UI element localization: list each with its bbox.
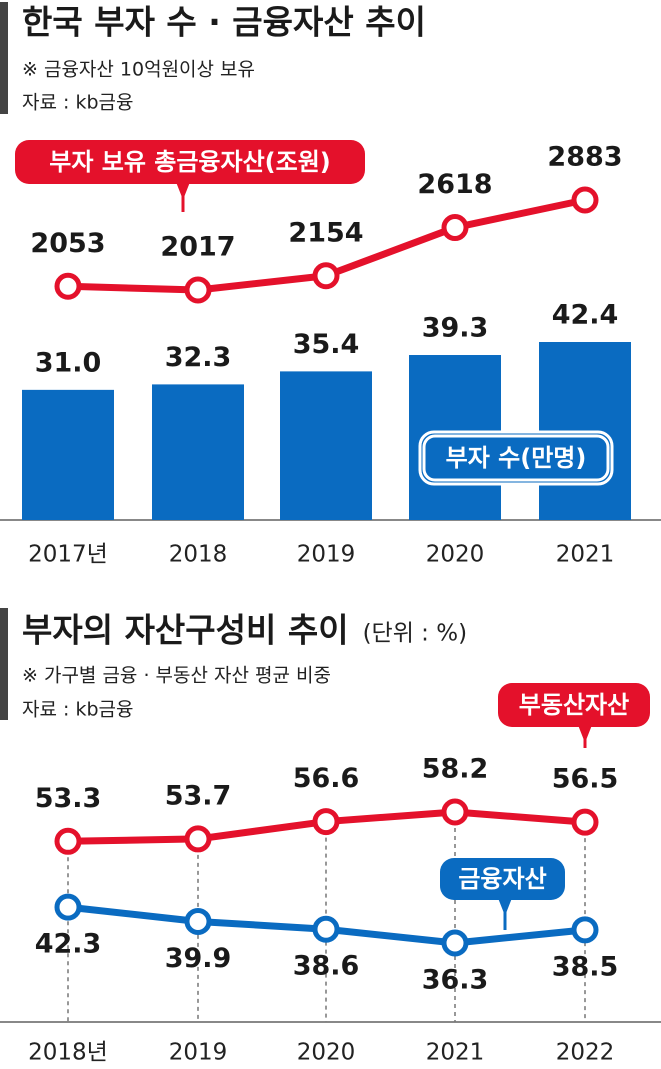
unit-label: (단위 : %) [363,621,468,647]
legend-box [15,140,365,184]
callout-pointer [176,182,190,212]
x-tick-label: 2020 [426,542,485,568]
data-label: 2053 [30,228,105,259]
data-label: 35.4 [293,329,360,360]
bar [22,389,114,520]
chart-title: 한국 부자 수 · 금융자산 추이 [22,3,426,42]
x-tick-label: 2019 [297,542,356,568]
data-label: 39.9 [165,943,232,974]
data-label: 56.5 [552,764,619,795]
marker [441,798,469,826]
x-tick-label: 2021 [426,1040,485,1066]
marker [184,907,212,935]
data-label: 39.3 [422,313,489,344]
legend-label: 부자 보유 총금융자산(조원) [49,148,331,176]
marker [54,827,82,855]
marker [571,808,599,836]
legend-box [440,858,565,900]
x-tick-label: 2018 [169,542,228,568]
callout-pointer [578,725,592,748]
marker [571,916,599,944]
chart-title: 부자의 자산구성비 추이 [22,611,349,650]
callout-pointer [498,898,512,930]
data-label: 2883 [547,142,622,173]
marker [312,915,340,943]
source: 자료 : kb금융 [22,92,133,114]
x-tick-label: 2022 [556,1040,615,1066]
subtitle: ※ 금융자산 10억원이상 보유 [22,59,255,81]
marker [441,929,469,957]
data-label: 42.3 [35,929,102,960]
marker [184,276,212,304]
data-label: 56.6 [293,763,360,794]
legend-box-outline [422,434,610,482]
x-tick-label: 2019 [169,1040,228,1066]
source: 자료 : kb금융 [22,699,133,721]
title-bar [0,608,8,720]
bar [280,371,372,520]
data-label: 53.3 [35,783,102,814]
legend-box [418,430,614,486]
data-label: 38.6 [293,951,360,982]
marker [54,893,82,921]
x-tick-label: 2017년 [28,542,108,568]
subtitle: ※ 가구별 금융 · 부동산 자산 평균 비중 [22,665,331,687]
marker [184,825,212,853]
data-label: 58.2 [422,754,489,785]
x-tick-label: 2020 [297,1040,356,1066]
data-label: 36.3 [422,965,489,996]
data-label: 31.0 [35,347,102,378]
marker [571,186,599,214]
marker [312,808,340,836]
legend-label: 금융자산 [458,865,546,893]
data-label: 38.5 [552,951,619,982]
data-label: 32.3 [165,342,232,373]
marker [441,214,469,242]
legend-label: 부자 수(만명) [446,444,587,472]
x-tick-label: 2018년 [28,1040,108,1066]
data-label: 53.7 [165,780,232,811]
legend-label: 부동산자산 [519,691,629,719]
data-label: 42.4 [552,300,619,331]
title-bar [0,2,8,114]
x-tick-label: 2021 [556,542,615,568]
data-label: 2017 [160,232,235,263]
legend-box [498,683,650,727]
data-label: 2154 [288,217,363,248]
data-label: 2618 [417,169,492,200]
bar [152,384,244,520]
marker [54,272,82,300]
marker [312,262,340,290]
